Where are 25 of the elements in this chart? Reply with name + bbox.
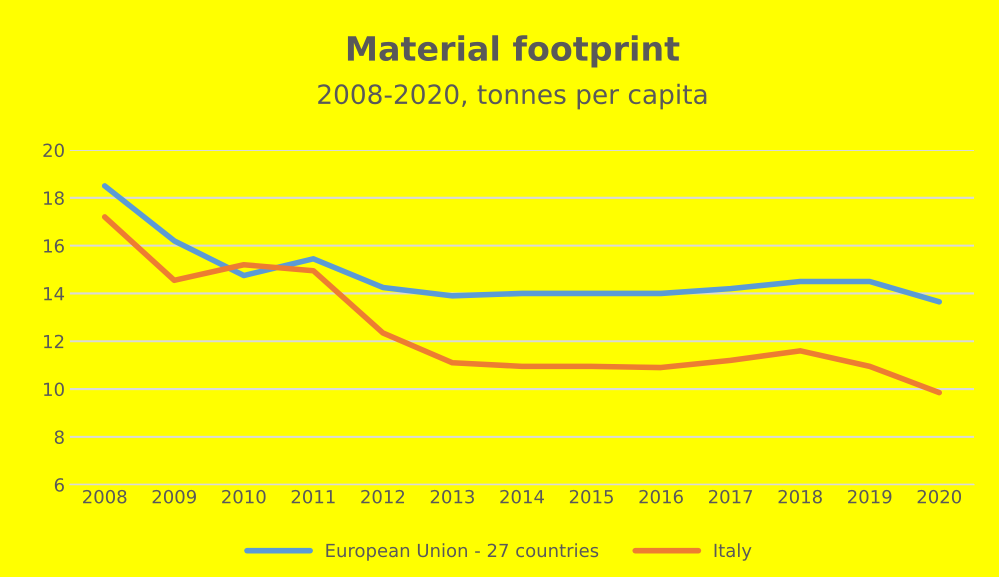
y-tick-label: 6 [54,478,64,492]
chart-subtitle: 2008-2020, tonnes per capita [318,84,706,110]
y-tick-label: 14 [44,287,64,300]
y-tick-label: 10 [44,382,64,396]
y-tick-label: 16 [44,239,64,253]
x-tick-label: 2010 [222,490,266,504]
x-tick-label: 2014 [500,490,544,504]
legend-label: European Union - 27 countries [326,543,598,561]
x-tick-label: 2019 [848,490,892,504]
y-tick-label: 20 [43,143,64,158]
x-tick-label: 2015 [570,490,613,504]
legend-label: Italy [714,543,752,561]
x-tick-label: 2011 [292,490,335,504]
x-tick-label: 2008 [83,490,126,504]
x-tick-label: 2020 [918,490,962,504]
x-tick-label: 2013 [430,490,474,504]
chart-title: Material footprint [348,35,680,68]
y-tick-label: 8 [54,430,64,444]
y-tick-label: 12 [44,334,64,348]
x-tick-label: 2017 [708,490,752,504]
y-tick-label: 18 [44,191,64,205]
x-tick-label: 2012 [361,490,404,504]
x-tick-label: 2018 [778,490,822,504]
x-tick-label: 2016 [639,490,683,504]
x-tick-label: 2009 [152,490,196,504]
